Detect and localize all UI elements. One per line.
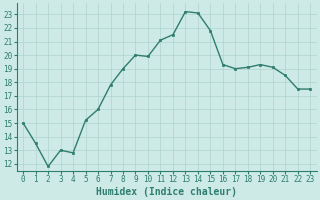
X-axis label: Humidex (Indice chaleur): Humidex (Indice chaleur) [96, 186, 237, 197]
